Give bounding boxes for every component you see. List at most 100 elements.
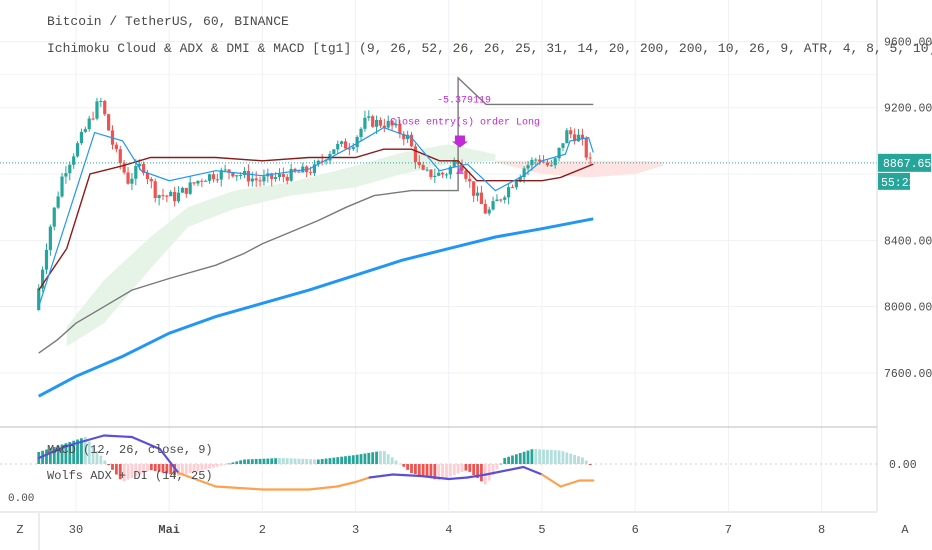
macd-histogram-bar xyxy=(441,464,444,480)
candle-body xyxy=(557,147,561,159)
candle-body xyxy=(534,159,538,161)
candle-body xyxy=(386,120,390,128)
macd-histogram-bar xyxy=(149,464,153,471)
candle-body xyxy=(122,163,126,173)
candle-body xyxy=(510,187,515,189)
candle-body xyxy=(549,165,553,167)
tenkan-line xyxy=(38,126,594,307)
macd-histogram-bar xyxy=(48,448,52,464)
macd-histogram-bar xyxy=(157,464,161,472)
sub-zero-left-label: 0.00 xyxy=(8,493,34,505)
auto-scale-button[interactable]: A xyxy=(901,523,909,537)
candle-body xyxy=(149,179,153,182)
macd-histogram-bar xyxy=(278,458,281,464)
candle-body xyxy=(538,159,542,162)
candle-body xyxy=(406,134,410,140)
macd-histogram-bar xyxy=(522,451,526,464)
macd-histogram-bar xyxy=(577,456,580,464)
macd-histogram-bar xyxy=(398,463,402,465)
candle-body xyxy=(308,172,313,174)
adx-line-segment xyxy=(214,485,264,491)
macd-histogram-bar xyxy=(410,464,413,473)
macd-histogram-bar xyxy=(476,464,479,479)
candle-body xyxy=(130,178,134,184)
macd-histogram-bar xyxy=(355,454,359,464)
candle-countdown: 55:22 xyxy=(881,177,916,190)
candle-body xyxy=(347,148,351,150)
candle-body xyxy=(95,101,99,119)
candle-body xyxy=(188,182,192,194)
macd-histogram-bar xyxy=(134,464,138,477)
candle-body xyxy=(394,123,398,126)
candle-body xyxy=(569,130,573,135)
candle-body xyxy=(196,180,200,184)
macd-histogram-bar xyxy=(227,463,231,465)
trade-profit-label: -5.379119 xyxy=(437,96,491,107)
macd-histogram-bar xyxy=(421,464,425,477)
candle-body xyxy=(285,176,289,181)
macd-histogram-bar xyxy=(196,464,200,472)
macd-histogram-bar xyxy=(254,459,258,464)
macd-histogram-bar xyxy=(313,459,316,464)
adx-line-segment xyxy=(177,471,217,488)
symbol-title: Bitcoin / TetherUS, 60, BINANCE xyxy=(47,14,289,29)
macd-histogram-bar xyxy=(375,451,378,464)
candle-body xyxy=(153,181,157,199)
candle-body xyxy=(584,138,588,158)
candle-body xyxy=(413,146,418,162)
candle-body xyxy=(126,172,130,184)
macd-histogram-bar xyxy=(382,451,386,464)
macd-histogram-bar xyxy=(456,464,460,474)
macd-histogram-bar xyxy=(351,455,355,464)
adx-line-segment xyxy=(540,473,562,488)
candle-body xyxy=(351,147,355,149)
macd-histogram-bar xyxy=(561,451,565,464)
macd-histogram-bar xyxy=(340,456,344,464)
zoom-button[interactable]: Z xyxy=(16,523,23,537)
macd-histogram-bar xyxy=(111,464,114,470)
macd-histogram-bar xyxy=(126,464,130,480)
candle-body xyxy=(355,136,359,148)
macd-histogram-bar xyxy=(394,460,398,464)
time-tick-label: 7 xyxy=(725,523,732,537)
candle-body xyxy=(99,101,103,103)
candle-body xyxy=(114,144,118,150)
candle-body xyxy=(258,180,262,182)
candle-body xyxy=(250,178,254,182)
candle-body xyxy=(588,157,592,159)
indicator-title: Ichimoku Cloud & ADX & DMI & MACD [tg1] … xyxy=(47,41,932,56)
macd-histogram-bar xyxy=(301,458,305,464)
macd-histogram-bar xyxy=(309,459,312,464)
macd-histogram-bar xyxy=(445,464,448,478)
candle-body xyxy=(526,165,530,169)
macd-histogram-bar xyxy=(274,458,278,464)
candle-body xyxy=(573,134,577,142)
candle-body xyxy=(173,191,177,202)
adx-line-segment xyxy=(307,485,339,491)
macd-histogram-bar xyxy=(285,458,289,464)
macd-histogram-bar xyxy=(328,458,332,464)
candle-body xyxy=(514,181,518,188)
candle-body xyxy=(402,133,406,140)
candle-body xyxy=(44,249,49,270)
candle-body xyxy=(518,176,522,182)
candle-body xyxy=(72,156,76,165)
candle-body xyxy=(79,131,84,144)
candle-body xyxy=(37,288,41,310)
candle-body xyxy=(487,209,491,214)
candle-body xyxy=(145,172,150,180)
candle-body xyxy=(56,196,60,208)
time-axis-bg xyxy=(0,513,932,550)
candle-body xyxy=(367,116,371,118)
macd-histogram-bar xyxy=(429,464,433,479)
macd-histogram-bar xyxy=(130,464,134,478)
candle-body xyxy=(378,119,383,126)
price-tick-label: 9200.00 xyxy=(884,103,932,116)
candle-body xyxy=(433,175,437,178)
candle-body xyxy=(254,178,258,181)
candle-body xyxy=(479,192,484,204)
adx-line-segment xyxy=(335,480,357,488)
macd-histogram-bar xyxy=(565,452,569,464)
macd-label: MACD (12, 26, close, 9) xyxy=(47,443,213,457)
